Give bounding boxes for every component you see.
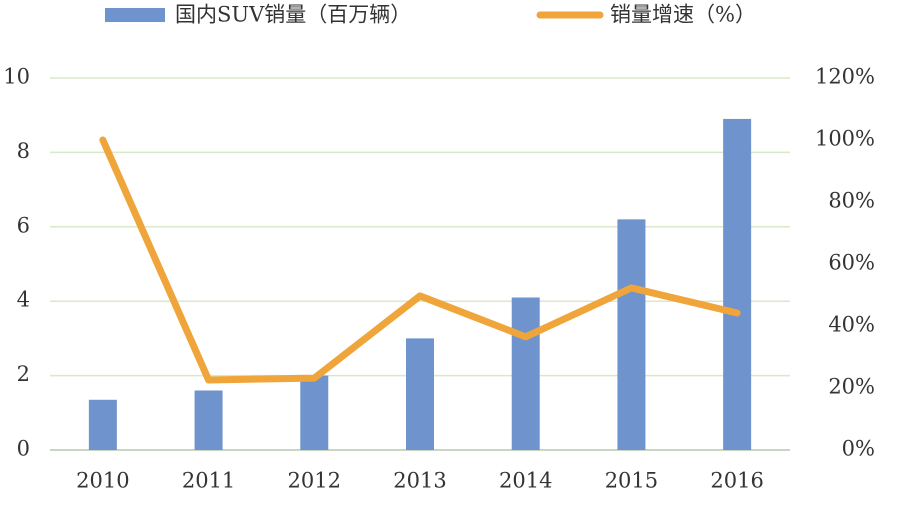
- bar: [723, 118, 752, 451]
- y-tick-label: 0: [17, 437, 30, 461]
- x-tick-label: 2013: [393, 469, 446, 493]
- y2-tick-label: 80%: [828, 189, 875, 213]
- legend-swatch: [105, 8, 165, 22]
- y2-tick-label: 40%: [828, 313, 875, 337]
- y-tick-label: 4: [17, 288, 30, 312]
- bar: [511, 297, 540, 450]
- bar: [300, 375, 329, 450]
- x-tick-label: 2012: [288, 469, 341, 493]
- x-tick-label: 2010: [76, 469, 129, 493]
- y2-tick-label: 20%: [828, 375, 875, 399]
- x-tick-label: 2011: [182, 469, 235, 493]
- bar: [88, 399, 117, 450]
- y2-tick-label: 100%: [815, 127, 875, 151]
- bar: [194, 390, 223, 450]
- bar: [406, 338, 434, 450]
- y2-tick-label: 0%: [842, 437, 875, 461]
- y2-tick-label: 120%: [815, 65, 875, 89]
- x-tick-label: 2015: [605, 469, 658, 493]
- y2-tick-label: 60%: [828, 251, 875, 275]
- line: [99, 136, 741, 384]
- bar: [617, 219, 646, 450]
- y-tick-label: 6: [17, 213, 30, 237]
- y-tick-label: 10: [3, 65, 30, 89]
- legend-label: 国内SUV销量（百万辆）: [175, 3, 411, 27]
- y-tick-label: 2: [17, 362, 30, 386]
- legend-label: 销量增速（%）: [610, 3, 756, 27]
- x-tick-label: 2014: [499, 469, 552, 493]
- y-tick-label: 8: [17, 139, 30, 163]
- x-tick-label: 2016: [710, 469, 763, 493]
